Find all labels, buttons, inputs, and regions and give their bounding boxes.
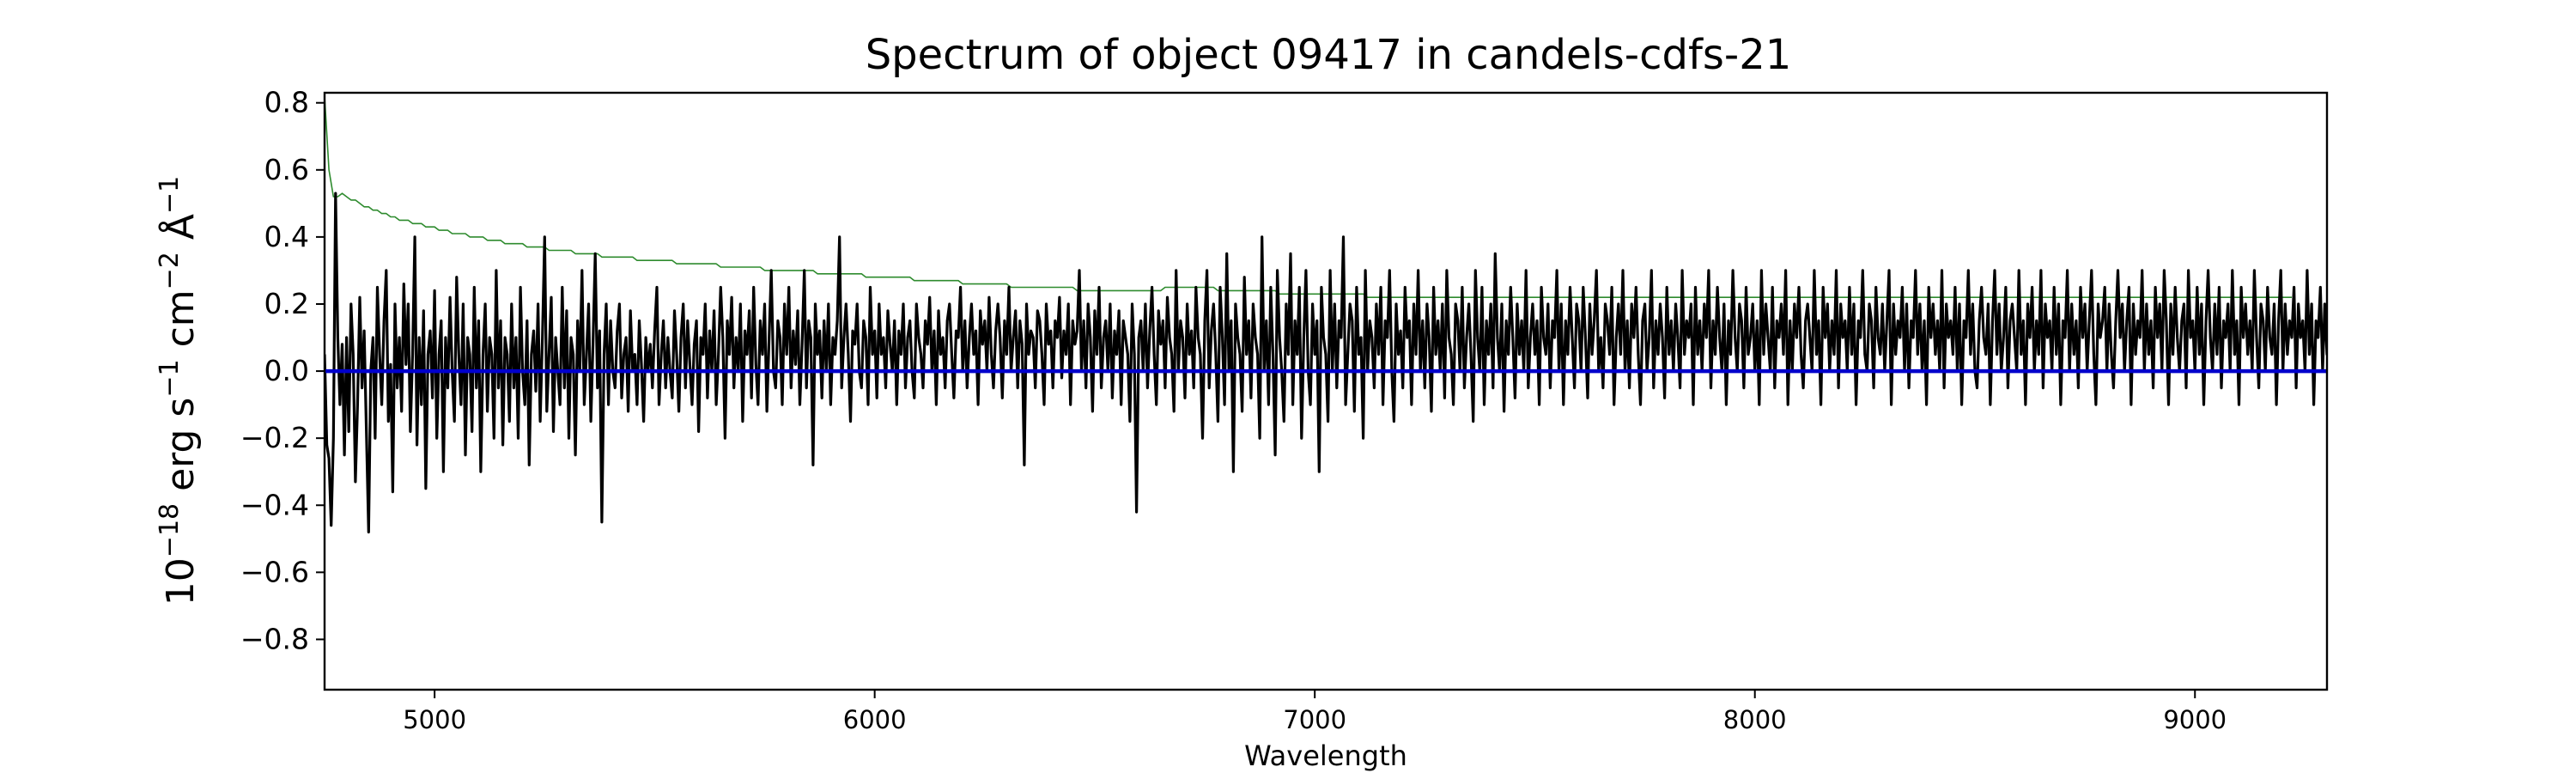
- y-tick-label: −0.8: [240, 622, 309, 655]
- y-tick-label: 0.8: [264, 86, 309, 119]
- x-tick-label: 9000: [2163, 705, 2227, 734]
- y-tick-label: 0.2: [264, 287, 309, 320]
- y-label-exp-2: −1: [155, 359, 185, 397]
- y-label-exp-3: −2: [155, 252, 185, 289]
- y-label-base: 10: [159, 557, 203, 606]
- y-label-exp-4: −1: [155, 176, 185, 214]
- x-tick-label: 7000: [1283, 705, 1346, 734]
- error-spectrum-line: [325, 95, 2292, 299]
- x-tick-label: 5000: [403, 705, 466, 734]
- chart-title: Spectrum of object 09417 in candels-cdfs…: [866, 31, 1792, 79]
- y-label-part-2: cm: [159, 289, 203, 359]
- y-label-part-3: Å: [157, 214, 203, 252]
- y-tick-label: 0.6: [264, 153, 309, 186]
- y-tick-label: 0.4: [264, 220, 309, 253]
- y-axis: −0.8 −0.6 −0.4 −0.2 0.0 0.2 0.4 0.6 0.8: [240, 86, 325, 655]
- y-label-exp-1: −18: [155, 503, 185, 557]
- y-tick-label: −0.2: [240, 421, 309, 454]
- y-tick-label: −0.6: [240, 555, 309, 588]
- y-axis-label: 10−18 erg s−1 cm−2 Å−1: [155, 176, 203, 606]
- x-tick-label: 8000: [1723, 705, 1787, 734]
- x-axis: 5000 6000 7000 8000 9000: [403, 690, 2227, 734]
- x-tick-label: 6000: [843, 705, 907, 734]
- y-label-part-1: erg s: [159, 398, 203, 503]
- flux-spectrum-line: [325, 192, 2327, 534]
- plot-area: [325, 95, 2327, 534]
- y-tick-label: −0.4: [240, 488, 309, 521]
- x-axis-label: Wavelength: [1244, 740, 1407, 772]
- y-tick-label: 0.0: [264, 354, 309, 387]
- plot-frame: [323, 91, 2329, 691]
